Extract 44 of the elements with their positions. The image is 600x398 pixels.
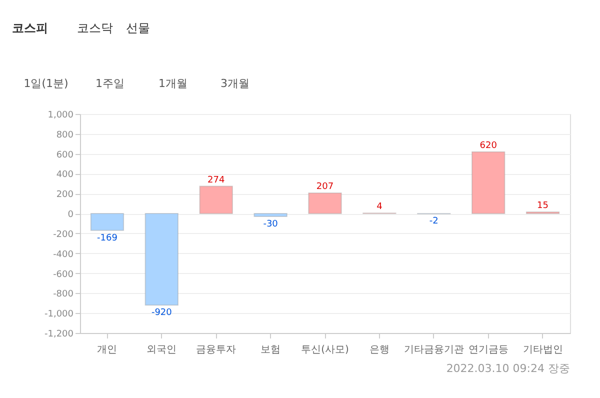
text: 3개월 bbox=[220, 77, 250, 90]
data-label: 15 bbox=[537, 201, 549, 212]
y-tick-label: -200 bbox=[53, 230, 74, 240]
data-label: 4 bbox=[376, 202, 383, 212]
text: 2022.03.10 09:24 장중 bbox=[446, 362, 570, 375]
data-label: 207 bbox=[316, 182, 334, 192]
text: 선물 bbox=[126, 21, 150, 35]
bar bbox=[308, 192, 342, 214]
data-label: -2 bbox=[429, 216, 438, 227]
x-tick-label: 기타금융기관 bbox=[404, 344, 464, 356]
x-tick-label: 연기금등 bbox=[468, 344, 508, 356]
text: 1개월 bbox=[158, 77, 188, 90]
data-label: -169 bbox=[97, 233, 118, 244]
y-tick-label: -800 bbox=[53, 290, 74, 300]
text: 1일(1분) bbox=[24, 77, 68, 90]
bar bbox=[254, 213, 288, 218]
y-tick-label: 600 bbox=[56, 150, 74, 160]
data-label: -30 bbox=[263, 220, 278, 230]
y-tick-label: 200 bbox=[56, 190, 74, 200]
x-tick-label: 보험 bbox=[260, 344, 281, 356]
y-tick-label: 1,000 bbox=[48, 110, 74, 120]
y-tick-label: 800 bbox=[56, 130, 74, 140]
x-tick-label: 기타법인 bbox=[522, 344, 563, 356]
y-tick-label: -1,000 bbox=[44, 310, 74, 320]
y-tick-label: -400 bbox=[53, 250, 74, 260]
bar bbox=[472, 151, 506, 214]
x-tick-label: 개인 bbox=[97, 344, 118, 356]
data-label: 274 bbox=[208, 175, 225, 186]
bar bbox=[90, 213, 124, 231]
x-tick-label: 외국인 bbox=[146, 344, 177, 356]
text: 1주일 bbox=[96, 77, 124, 90]
y-tick-label: 400 bbox=[56, 170, 74, 180]
x-tick-label: 금융투자 bbox=[196, 344, 236, 356]
bar bbox=[144, 213, 178, 306]
x-tick-label: 투신(사모) bbox=[301, 344, 349, 356]
bar bbox=[199, 186, 233, 214]
data-label: -920 bbox=[151, 308, 172, 318]
y-tick-label: -1,200 bbox=[44, 330, 74, 340]
data-label: 620 bbox=[480, 140, 498, 151]
text: 코스닥 bbox=[77, 21, 113, 35]
y-tick-label: 0 bbox=[68, 210, 74, 220]
y-tick-label: -600 bbox=[53, 270, 74, 280]
text: 코스피 bbox=[12, 21, 48, 35]
x-tick-label: 은행 bbox=[369, 344, 390, 356]
